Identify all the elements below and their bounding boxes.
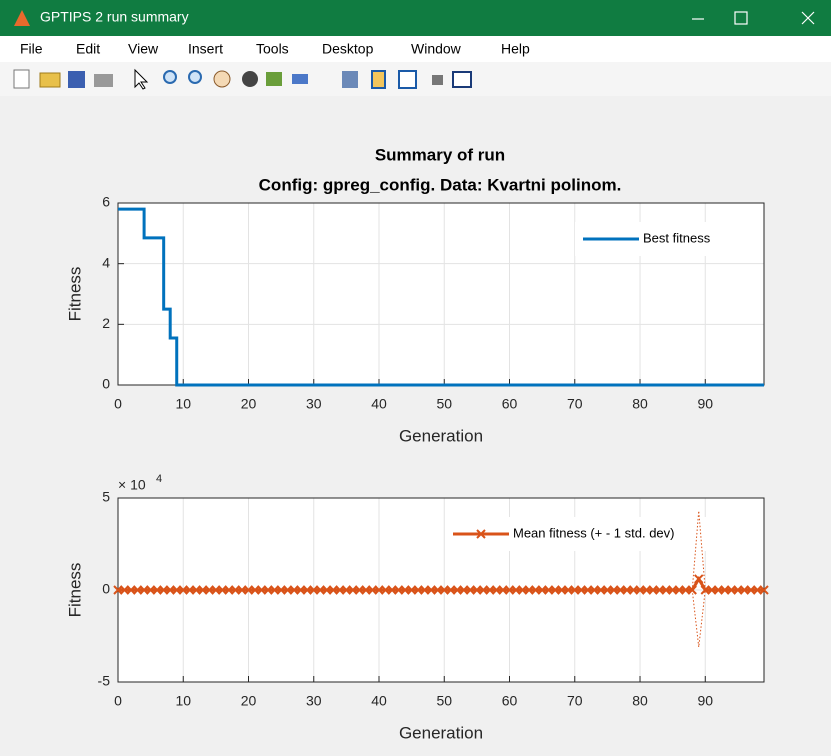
save-icon[interactable] (68, 71, 85, 88)
y-tick-label: 4 (102, 254, 110, 270)
toolbar-icons (13, 68, 472, 90)
x-tick-label: 80 (632, 396, 648, 412)
marker (687, 585, 697, 595)
open-icon[interactable] (39, 72, 61, 88)
x-axis-label: Generation (399, 426, 483, 445)
legend-icon[interactable] (398, 70, 417, 89)
rotate-icon[interactable] (242, 71, 258, 87)
x-tick-label: 20 (241, 396, 257, 412)
window-title: GPTIPS 2 run summary (40, 9, 189, 25)
x-tick-label: 50 (436, 693, 452, 709)
legend-label: Mean fitness (+ - 1 std. dev) (513, 525, 674, 540)
y-axis-label: Fitness (65, 267, 84, 322)
zoom-out-icon[interactable] (188, 70, 202, 84)
chart-subtitle: Config: gpreg_config. Data: Kvartni poli… (259, 175, 622, 194)
x-axis-label: Generation (399, 723, 483, 742)
marker (694, 574, 704, 584)
x-tick-label: 10 (175, 396, 191, 412)
menu-item[interactable]: Help (501, 41, 530, 57)
x-tick-label: 40 (371, 396, 387, 412)
menu-item[interactable]: Tools (256, 41, 289, 57)
x-tick-label: 0 (114, 693, 122, 709)
x-tick-label: 60 (502, 396, 518, 412)
x-tick-label: 30 (306, 396, 322, 412)
x-tick-label: 60 (502, 693, 518, 709)
y-multiplier: × 10 (118, 477, 146, 493)
close-button[interactable] (801, 11, 815, 25)
menu-bar (0, 36, 831, 62)
mean-line (118, 576, 764, 592)
menu-item[interactable]: Desktop (322, 41, 374, 57)
x-tick-label: 90 (697, 396, 713, 412)
charts: 0 10 20 30 40 50 60 70 80 900246GenerationFitness… (65, 194, 769, 742)
legend-label: Best fitness (643, 230, 711, 245)
app-icon (14, 10, 30, 26)
x-tick-label: 70 (567, 693, 583, 709)
y-tick-label: 5 (102, 489, 110, 505)
datatip-icon[interactable] (266, 72, 282, 86)
pointer-icon[interactable] (134, 68, 149, 90)
x-tick-label: 10 (175, 693, 191, 709)
print-icon[interactable] (94, 74, 113, 87)
menu: File Edit View Insert Tools Desktop Window Help (20, 41, 530, 57)
y-tick-label: 0 (102, 376, 110, 392)
y-tick-label: -5 (98, 673, 111, 689)
y-tick-label: 2 (102, 315, 110, 331)
x-tick-label: 0 (114, 396, 122, 412)
chart-title: Summary of run (375, 145, 505, 164)
x-tick-label: 70 (567, 396, 583, 412)
menu-item[interactable]: View (128, 41, 159, 57)
marker (759, 585, 769, 595)
menu-item[interactable]: File (20, 41, 43, 57)
maximize-button[interactable] (734, 11, 748, 25)
data-line (118, 207, 764, 387)
x-tick-label: 40 (371, 693, 387, 709)
dock-icon[interactable] (452, 71, 472, 88)
colorbar-icon[interactable] (371, 70, 386, 89)
x-tick-label: 80 (632, 693, 648, 709)
y-tick-label: 0 (102, 581, 110, 597)
title-bar (0, 0, 831, 36)
menu-item[interactable]: Edit (76, 41, 100, 57)
menu-item[interactable]: Insert (188, 41, 223, 57)
menu-item[interactable]: Window (411, 41, 462, 57)
y-multiplier-exponent: 4 (156, 473, 162, 485)
hide-tools-icon[interactable] (432, 75, 443, 85)
x-tick-label: 30 (306, 693, 322, 709)
link-icon[interactable] (342, 71, 358, 88)
y-tick-label: 6 (102, 194, 110, 210)
brush-icon[interactable] (292, 74, 308, 84)
y-axis-label: Fitness (65, 563, 84, 618)
x-tick-label: 50 (436, 396, 452, 412)
new-icon[interactable] (13, 69, 30, 89)
x-tick-label: 20 (241, 693, 257, 709)
pan-icon[interactable] (213, 70, 231, 88)
x-tick-label: 90 (697, 693, 713, 709)
zoom-in-icon[interactable] (163, 70, 177, 84)
legend-marker (476, 529, 486, 539)
